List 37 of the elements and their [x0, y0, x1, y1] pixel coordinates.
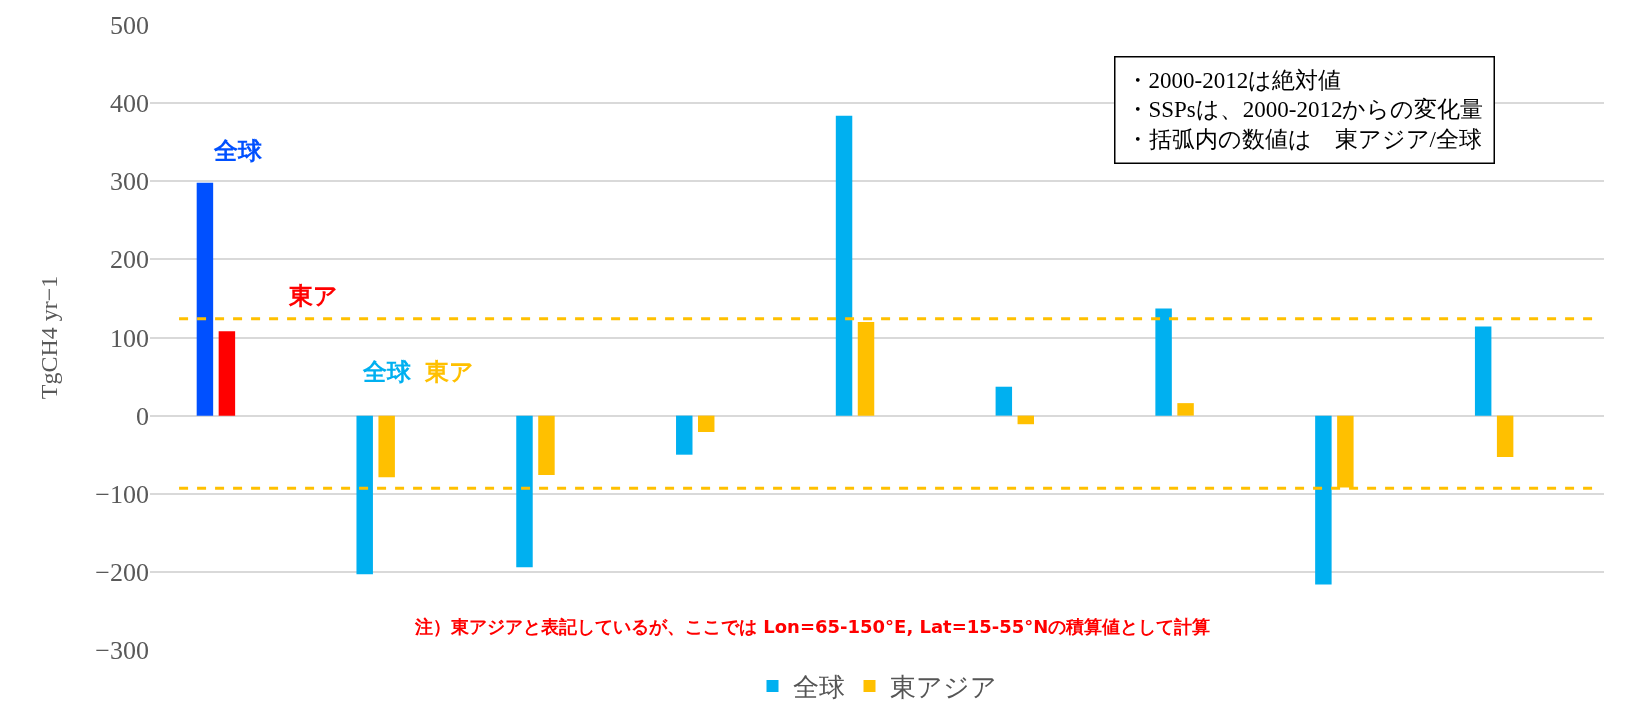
- bar: [538, 415, 555, 475]
- annotation: ・2000-2012は絶対値: [1125, 67, 1342, 93]
- y-tick-label: 400: [110, 89, 149, 119]
- y-tick-label: 300: [110, 167, 149, 197]
- bar: [516, 415, 533, 568]
- y-tick-label: 0: [136, 401, 149, 431]
- y-tick-label: 500: [110, 11, 149, 41]
- legend-label: 東アジア: [889, 673, 997, 703]
- bar: [1177, 403, 1194, 416]
- annotation: 注）東アジアと表記しているが、ここでは Lon=65-150°E, Lat=15-55°Nの積算値として計算: [414, 616, 1211, 637]
- bar: [1315, 415, 1332, 585]
- annotation: 全球: [213, 137, 263, 165]
- bar: [676, 415, 693, 455]
- bar: [995, 386, 1013, 416]
- bar: [218, 331, 236, 416]
- bar: [835, 115, 853, 416]
- annotation: ・SSPsは、2000-2012からの変化量: [1125, 97, 1484, 123]
- y-tick-label: −200: [95, 557, 149, 587]
- annotation: 東ア: [288, 282, 338, 310]
- bar: [378, 415, 395, 478]
- annotation: ・括弧内の数値は 東アジア/全球: [1125, 127, 1482, 153]
- annotation: 全球: [362, 358, 412, 386]
- bar: [1474, 326, 1492, 416]
- y-tick-label: 100: [110, 323, 149, 353]
- y-tick-label: 200: [110, 245, 149, 275]
- bar: [1155, 308, 1172, 416]
- bar: [1496, 415, 1514, 458]
- y-tick-label: −100: [95, 479, 149, 509]
- bar: [698, 415, 715, 433]
- annotation: 東ア: [424, 358, 474, 386]
- legend-label: 全球: [792, 673, 845, 703]
- bar: [1017, 415, 1035, 425]
- bar: [196, 182, 214, 416]
- bar: [356, 415, 373, 575]
- y-tick-label: −300: [95, 636, 149, 666]
- bar: [857, 321, 875, 416]
- y-axis-title: TgCH4 yr−1: [36, 275, 63, 400]
